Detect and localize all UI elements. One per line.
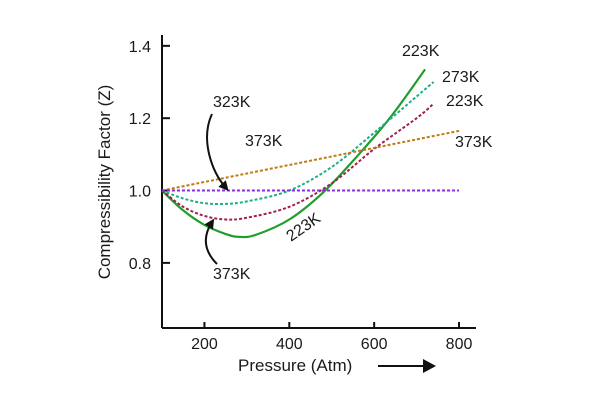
y-ticks: 0.8 1.0 1.2 1.4 <box>129 39 170 273</box>
y-axis-title: Compressibility Factor (Z) <box>95 85 114 280</box>
x-tick-label: 200 <box>191 336 218 353</box>
label-223k-maroon: 223K <box>446 93 484 110</box>
annotations: 223K 273K 223K 373K 323K 373K 223K 373K <box>204 43 493 283</box>
axes <box>161 35 476 329</box>
x-axis-arrow-head <box>423 359 436 373</box>
x-tick-label: 800 <box>446 336 473 353</box>
label-273k-teal: 273K <box>442 69 480 86</box>
x-tick-label: 400 <box>276 336 303 353</box>
series-273k-dotted <box>161 81 435 206</box>
y-tick-label: 0.8 <box>129 256 151 273</box>
label-223k-green: 223K <box>402 43 440 60</box>
label-373k-mid: 373K <box>245 133 283 150</box>
label-373k-bottom: 373K <box>213 266 251 283</box>
x-ticks: 200 400 600 800 <box>191 322 472 353</box>
label-223k-rotated: 223K <box>284 210 325 246</box>
series-223k-solid <box>161 68 426 239</box>
arrow-323k <box>206 113 229 192</box>
arrow-373k-bottom <box>204 218 218 265</box>
x-tick-label: 600 <box>361 336 388 353</box>
series-373k-dotted <box>161 129 460 192</box>
label-373k-right: 373K <box>455 134 493 151</box>
y-tick-label: 1.0 <box>129 184 151 201</box>
series-layer <box>161 68 460 239</box>
x-axis-title: Pressure (Atm) <box>238 356 352 375</box>
label-323k: 323K <box>213 94 251 111</box>
y-tick-label: 1.2 <box>129 111 151 128</box>
y-tick-label: 1.4 <box>129 39 151 56</box>
